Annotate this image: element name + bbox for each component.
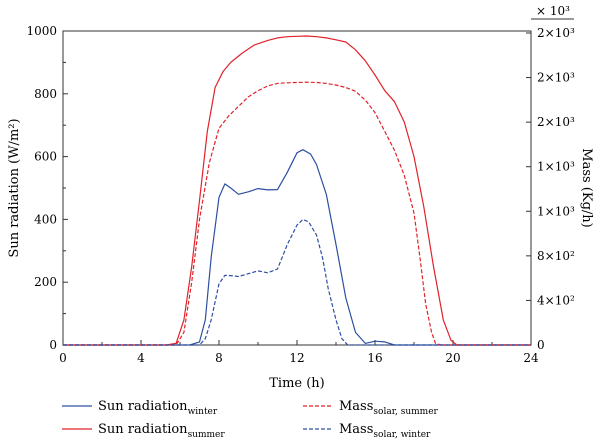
legend-entry-subscript: solar, summer — [373, 407, 438, 417]
y-right-tick-label: 1×10³ — [537, 204, 575, 218]
x-tick-label: 20 — [445, 351, 460, 365]
legend-entry: Masssolar, summer — [339, 399, 439, 417]
series-line-0 — [63, 149, 531, 346]
x-tick-label: 8 — [215, 351, 223, 365]
x-tick-label: 16 — [367, 351, 382, 365]
legend-entry: Sun radiationsummer — [98, 422, 225, 440]
y-left-tick-label: 200 — [34, 275, 57, 289]
series-lines — [63, 35, 531, 346]
x-tick-label: 12 — [289, 351, 304, 365]
y-axis-left-ticks: 0 200 400 600 800 1000 — [26, 24, 68, 352]
x-tick-label: 0 — [59, 351, 67, 365]
y-right-tick-label: 1×10³ — [537, 160, 575, 174]
legend-entry-name: Mass — [339, 422, 373, 437]
y-right-tick-label: 2×10³ — [537, 115, 575, 129]
legend-entry-name: Mass — [339, 399, 373, 414]
y-right-tick-label: 4×10² — [537, 293, 575, 307]
legend-entry-subscript: solar, winter — [373, 430, 431, 440]
legend-entry-name: Sun radiation — [98, 399, 188, 414]
x-axis-ticks: 0 4 8 12 16 20 24 — [59, 340, 539, 365]
series-line-2 — [63, 81, 531, 346]
legend-entry-subscript: summer — [188, 430, 226, 440]
x-tick-label: 24 — [523, 351, 539, 365]
legend-entry: Masssolar, winter — [339, 422, 431, 440]
series-line-1 — [63, 35, 531, 346]
y-right-tick-label: 2×10³ — [537, 26, 575, 40]
y-right-tick-label: 2×10³ — [537, 71, 575, 85]
x-tick-label: 4 — [137, 351, 145, 365]
plot-frame — [62, 30, 532, 346]
y-axis-left-title: Sun radiation (W/m²) — [7, 118, 22, 257]
y-right-tick-label: 0 — [537, 338, 545, 352]
y-right-tick-label: 8×10² — [537, 249, 575, 263]
series-line-3 — [63, 218, 531, 346]
legend-entry-name: Sun radiation — [98, 422, 188, 437]
legend-entry: Sun radiationwinter — [98, 399, 218, 417]
y-left-tick-label: 1000 — [26, 24, 57, 38]
x-axis-title: Time (h) — [269, 376, 325, 391]
y-left-tick-label: 800 — [34, 87, 57, 101]
y-axis-right-title: Mass (Kg/h) — [579, 148, 594, 227]
y-axis-right-ticks: 0 4×10² 8×10² 1×10³ 1×10³ 2×10³ 2×10³ 2×10³ — [526, 26, 575, 352]
y-left-tick-label: 600 — [34, 150, 57, 164]
y-left-tick-label: 0 — [49, 338, 57, 352]
right-axis-multiplier: × 10³ — [536, 4, 570, 18]
y-left-tick-label: 400 — [34, 212, 57, 226]
legend-entry-subscript: winter — [188, 407, 218, 417]
